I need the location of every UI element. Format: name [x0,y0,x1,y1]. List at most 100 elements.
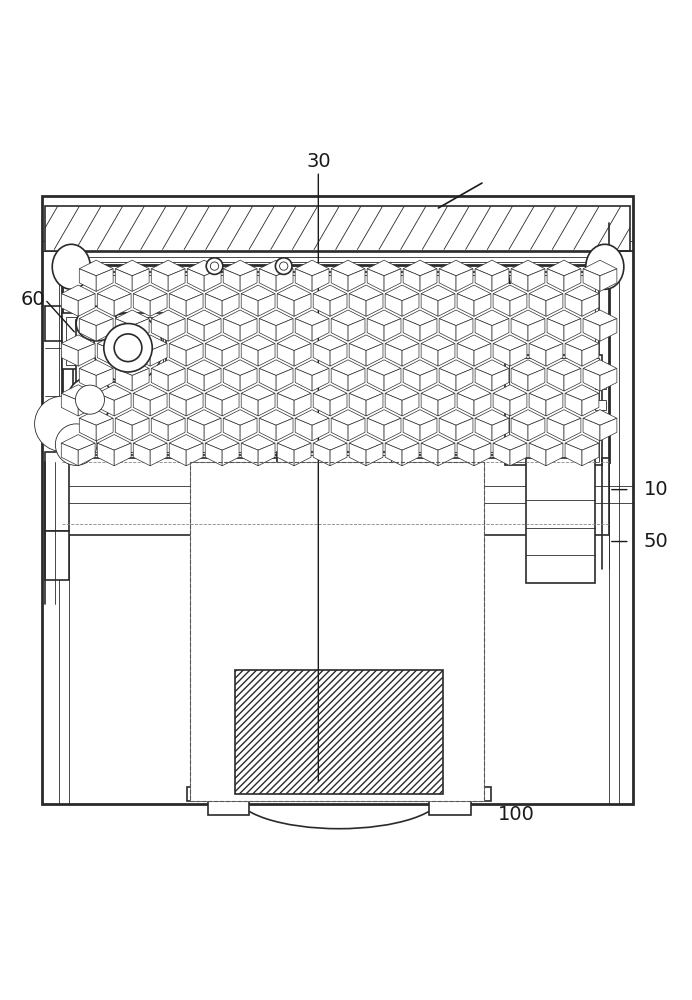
Polygon shape [313,285,347,301]
Polygon shape [439,310,473,326]
Polygon shape [224,269,240,291]
Ellipse shape [93,313,163,382]
Polygon shape [367,310,401,326]
Polygon shape [313,344,330,366]
Polygon shape [116,260,149,276]
Polygon shape [114,393,131,416]
Bar [595,379,606,389]
Polygon shape [170,443,186,466]
Polygon shape [222,344,239,366]
Polygon shape [493,393,510,416]
Bar [62,265,609,462]
Polygon shape [224,418,240,441]
Polygon shape [420,418,437,441]
Polygon shape [224,260,257,276]
Polygon shape [330,344,347,366]
Polygon shape [78,344,95,366]
Polygon shape [384,368,401,391]
Polygon shape [170,285,203,301]
Polygon shape [295,360,329,375]
Polygon shape [420,319,437,341]
Polygon shape [276,319,293,341]
Polygon shape [457,294,474,316]
Polygon shape [475,360,509,375]
Polygon shape [547,360,581,375]
Polygon shape [565,294,582,316]
Polygon shape [116,368,132,391]
Polygon shape [348,418,365,441]
Polygon shape [116,410,149,425]
Polygon shape [385,443,402,466]
Polygon shape [582,294,599,316]
Polygon shape [242,385,275,400]
Polygon shape [331,310,365,326]
Polygon shape [547,319,564,341]
Polygon shape [312,269,329,291]
Bar [42,196,633,804]
Bar [526,458,595,583]
Polygon shape [206,435,239,450]
Polygon shape [547,310,581,326]
Polygon shape [260,260,293,276]
Polygon shape [403,410,437,425]
Polygon shape [204,269,221,291]
Polygon shape [206,393,222,416]
Polygon shape [168,319,185,341]
Bar [45,452,69,531]
Polygon shape [565,435,599,450]
Polygon shape [206,294,222,316]
Polygon shape [242,344,258,366]
Polygon shape [222,294,239,316]
Polygon shape [420,269,437,291]
Polygon shape [186,294,203,316]
Polygon shape [222,443,239,466]
Polygon shape [150,393,167,416]
Polygon shape [152,418,168,441]
Polygon shape [96,418,113,441]
Bar [277,452,401,645]
Polygon shape [277,294,294,316]
Polygon shape [511,360,545,375]
Polygon shape [366,393,383,416]
Polygon shape [186,393,203,416]
Polygon shape [511,319,528,341]
Polygon shape [313,335,347,351]
Polygon shape [438,393,455,416]
Polygon shape [168,368,185,391]
Polygon shape [367,360,401,375]
Polygon shape [62,435,95,450]
Polygon shape [493,443,510,466]
Polygon shape [528,418,545,441]
Polygon shape [98,435,131,450]
Polygon shape [132,269,149,291]
Ellipse shape [114,334,142,362]
Polygon shape [384,269,401,291]
Polygon shape [116,269,132,291]
Polygon shape [475,410,509,425]
Polygon shape [583,310,617,326]
Bar [429,798,471,815]
Polygon shape [260,368,276,391]
Polygon shape [493,335,527,351]
Polygon shape [456,319,473,341]
Polygon shape [583,269,600,291]
Polygon shape [240,269,257,291]
Polygon shape [242,443,258,466]
Polygon shape [152,368,168,391]
Polygon shape [224,319,240,341]
Polygon shape [313,435,347,450]
Polygon shape [313,443,330,466]
Polygon shape [188,260,221,276]
Polygon shape [276,368,293,391]
Polygon shape [152,310,185,326]
Polygon shape [457,435,491,450]
Polygon shape [294,393,311,416]
Polygon shape [277,393,294,416]
Polygon shape [170,435,203,450]
Polygon shape [258,393,275,416]
Bar [239,673,439,791]
Polygon shape [384,418,401,441]
Polygon shape [439,269,456,291]
Polygon shape [260,269,276,291]
Polygon shape [565,335,599,351]
